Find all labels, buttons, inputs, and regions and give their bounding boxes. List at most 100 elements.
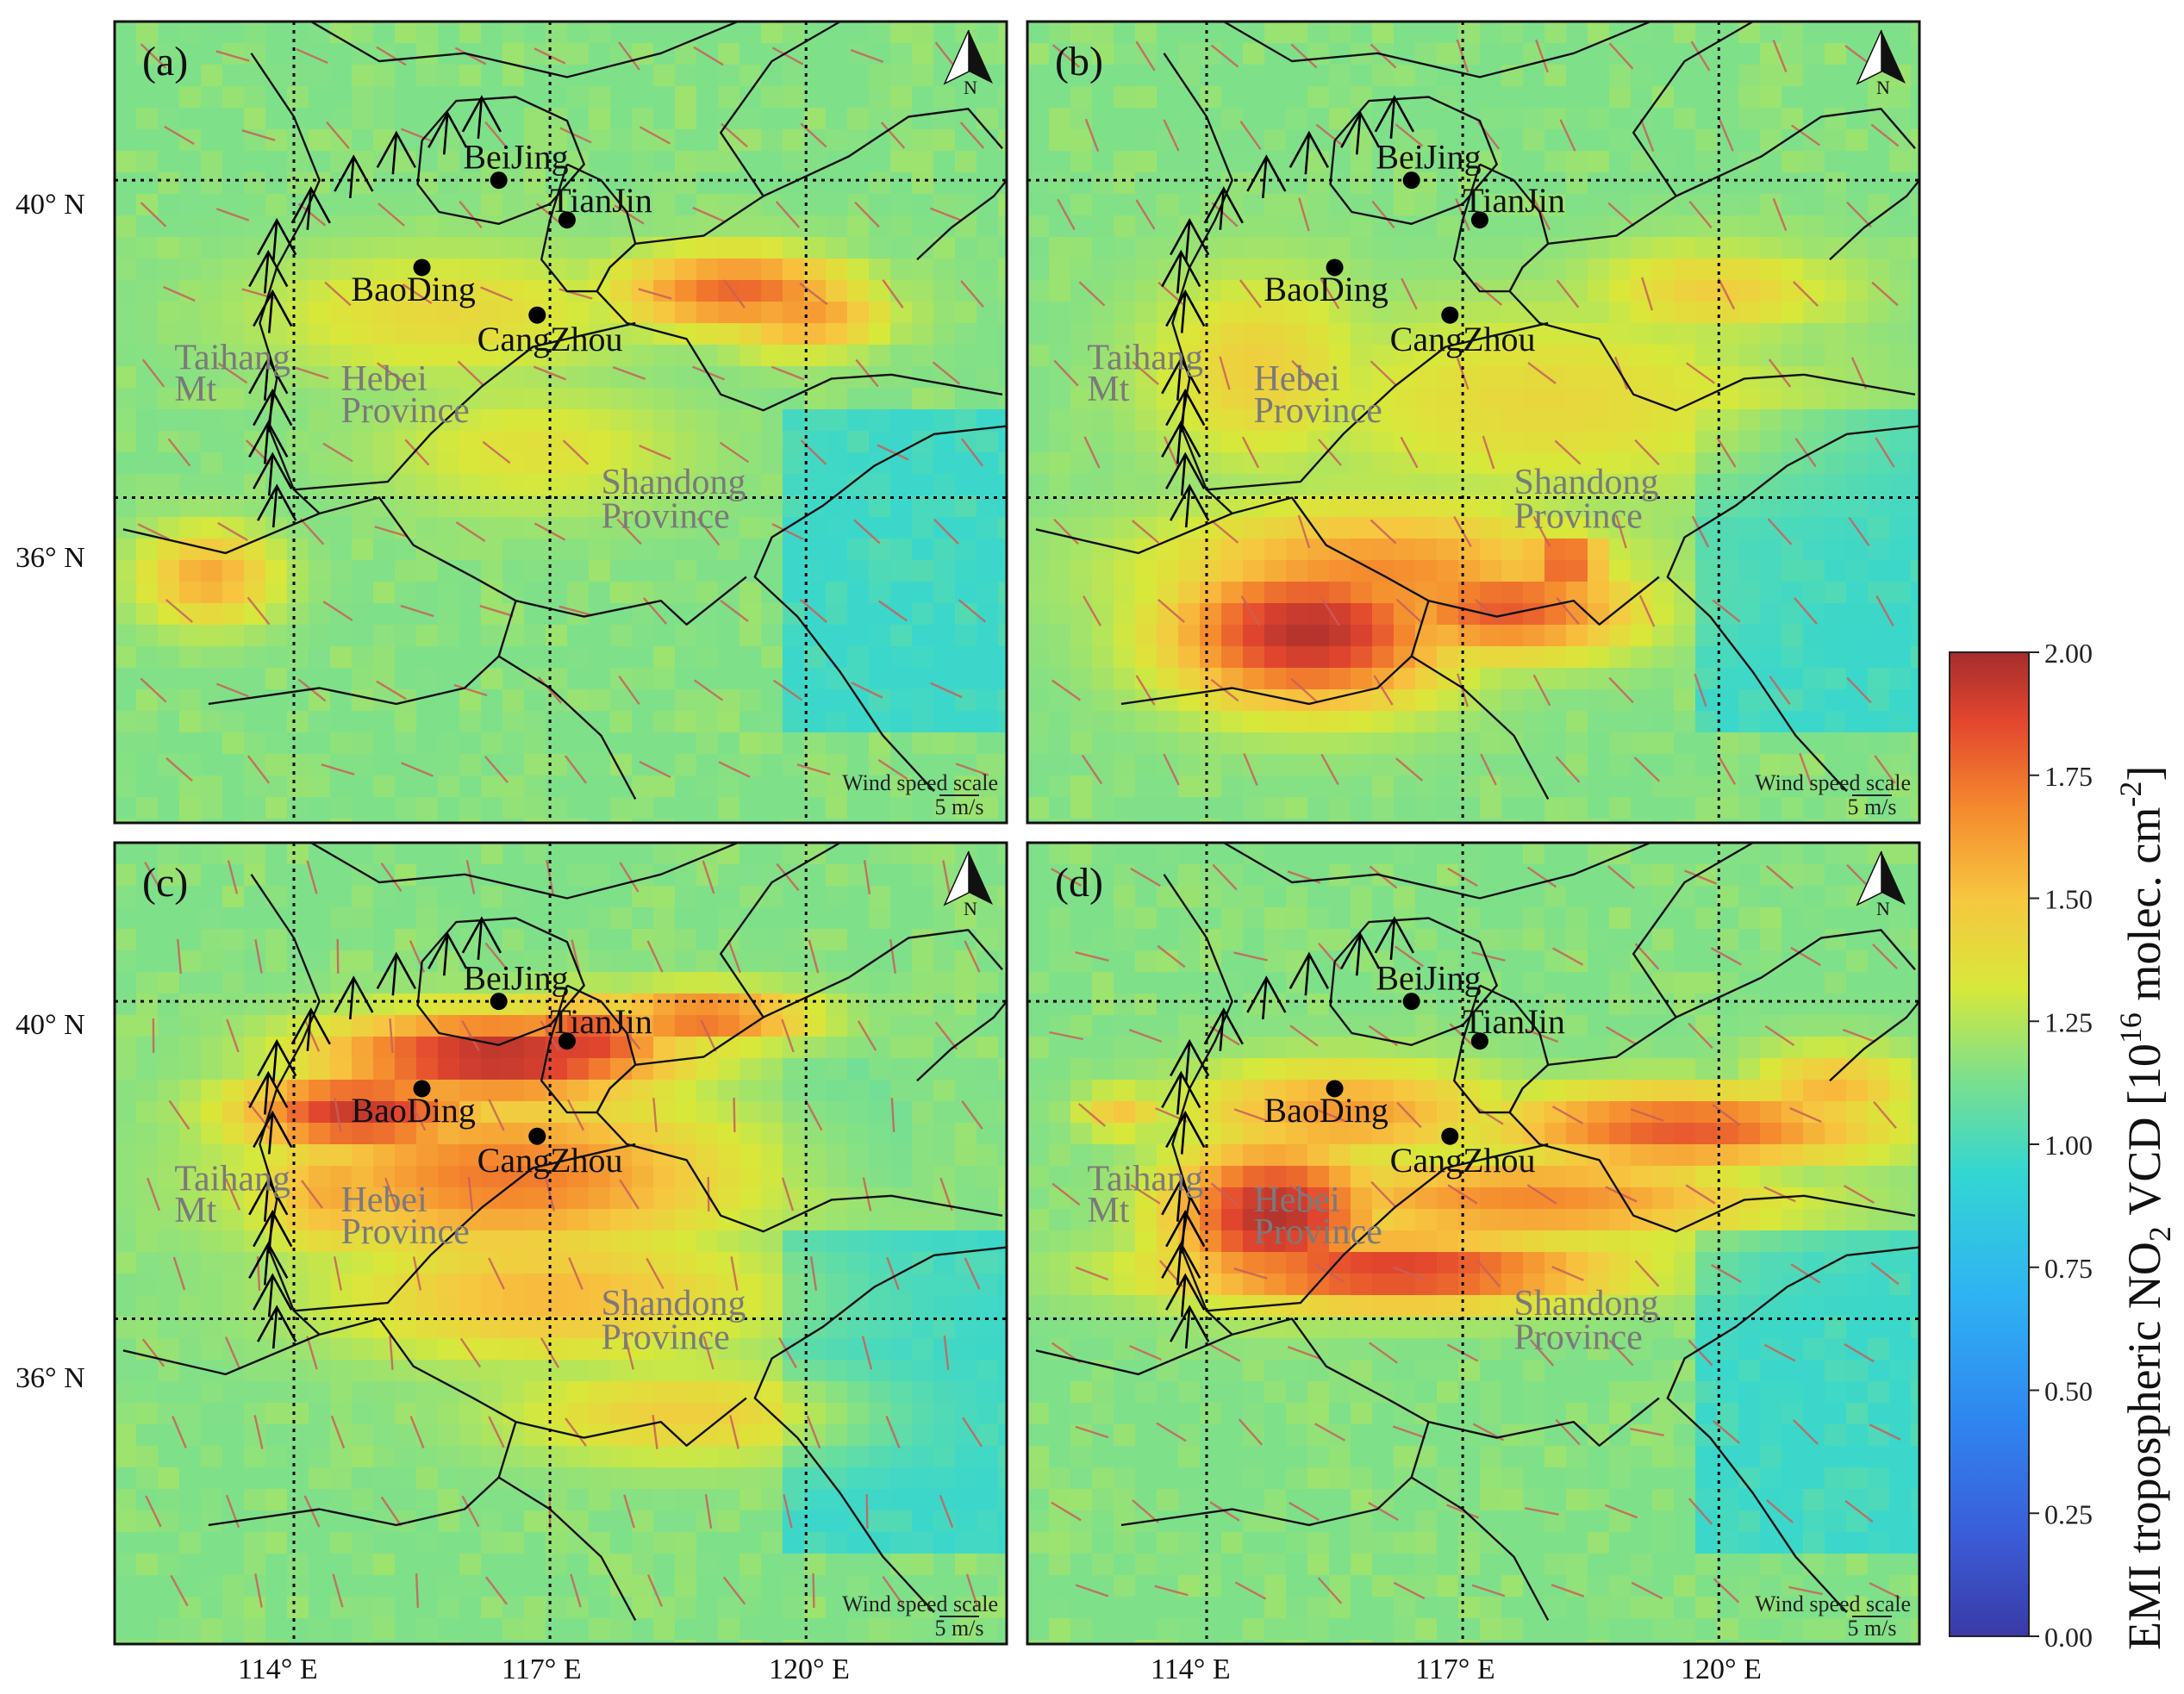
no2-cell [395,258,417,281]
no2-cell [826,1618,848,1641]
no2-cell [1652,323,1675,346]
no2-cell [201,907,223,930]
no2-cell [1523,258,1545,281]
no2-cell [1114,237,1136,259]
no2-cell [179,646,202,669]
no2-cell [244,86,266,109]
no2-cell [567,1575,590,1597]
no2-cell [222,797,245,819]
no2-cell [1652,582,1675,604]
no2-cell [524,1274,546,1296]
no2-cell [1114,517,1136,539]
no2-cell [373,1252,396,1274]
no2-cell [632,646,654,669]
no2-cell [1221,603,1244,626]
no2-cell [1415,237,1438,259]
no2-cell [416,1209,439,1231]
no2-cell [179,1338,202,1361]
no2-cell [1631,86,1653,109]
no2-cell [1480,108,1502,130]
no2-cell [309,1489,331,1511]
no2-cell [179,43,202,65]
no2-cell [395,1618,417,1641]
no2-cell [632,1252,654,1274]
wind-arrow [326,121,350,150]
no2-cell [1631,388,1653,410]
no2-cell [1307,302,1330,324]
no2-cell [395,1166,417,1188]
no2-cell [567,1209,590,1231]
no2-cell [869,366,891,389]
north-arrow-icon: N [943,29,993,98]
wind-arrow [1210,678,1239,702]
no2-cell [653,1101,676,1124]
no2-cell [1889,280,1912,302]
no2-cell [1631,775,1653,798]
no2-cell [1243,409,1265,432]
no2-cell [287,539,309,561]
no2-cell [1027,108,1050,130]
no2-cell [933,1101,956,1124]
no2-cell [912,517,934,539]
no2-cell [1588,797,1610,819]
no2-cell [502,1317,525,1339]
no2-cell [1889,22,1912,44]
wind-arrow [1717,277,1736,310]
no2-cell [287,1597,309,1619]
no2-cell [438,388,460,410]
no2-cell [890,646,913,669]
no2-cell [826,129,848,152]
no2-cell [1803,689,1825,712]
no2-cell [1200,754,1222,776]
no2-cell [1114,754,1136,776]
no2-cell [1544,194,1567,216]
no2-cell [632,1446,654,1468]
no2-cell [416,1403,439,1425]
no2-cell [1027,625,1050,647]
no2-cell [589,1467,611,1490]
no2-cell [1480,388,1502,410]
no2-cell [115,1317,137,1339]
no2-cell [933,388,956,410]
no2-cell [1911,366,1919,389]
no2-cell [330,1144,353,1167]
no2-cell [804,1015,827,1037]
no2-cell [309,819,331,823]
no2-cell [1631,452,1653,475]
no2-cell [1674,775,1696,798]
no2-cell [761,886,783,908]
no2-cell [136,1037,159,1059]
no2-cell [847,603,870,626]
no2-cell [373,43,396,65]
no2-cell [524,409,546,432]
no2-cell [955,668,977,690]
no2-cell [739,1080,762,1102]
no2-cell [416,409,439,432]
no2-cell [1501,302,1524,324]
no2-cell [1027,86,1050,109]
no2-cell [265,43,288,65]
no2-cell [179,86,202,109]
no2-cell [1243,603,1265,626]
no2-cell [1394,194,1416,216]
wind-arrow [692,206,725,223]
no2-cell [1070,388,1093,410]
no2-cell [589,754,611,776]
no2-cell [158,172,180,195]
mountain-marker [1161,420,1201,464]
no2-cell [847,517,870,539]
no2-cell [1394,732,1416,755]
no2-cell [1911,431,1919,453]
no2-cell [244,388,266,410]
no2-cell [201,1338,223,1361]
no2-cell [1782,689,1804,712]
no2-cell [804,194,827,216]
no2-cell [826,1403,848,1425]
no2-cell [653,646,676,669]
no2-cell [804,775,827,798]
no2-cell [1523,452,1545,475]
no2-cell [675,797,697,819]
no2-cell [352,711,374,733]
no2-cell [330,1058,353,1081]
no2-cell [1394,539,1416,561]
